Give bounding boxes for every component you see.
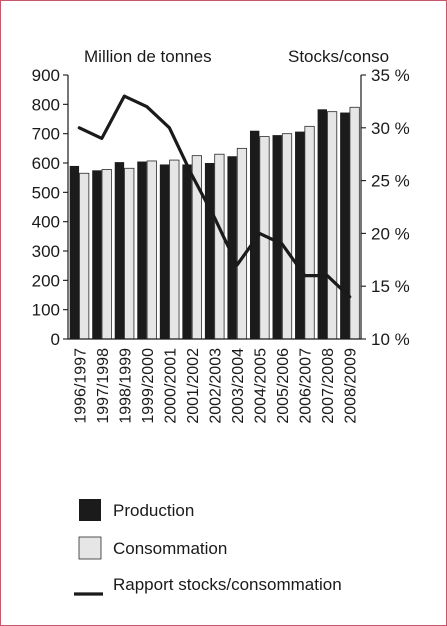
- right-tick-label: 15 %: [371, 277, 410, 296]
- bar-consommation: [101, 169, 112, 340]
- x-axis: 1996/1997 1997/1998 1998/1999 1999/2000 2000…: [68, 338, 361, 424]
- legend-swatch-consommation: [78, 536, 102, 560]
- x-tick-label: 2008/2009: [343, 348, 360, 424]
- bar-production: [159, 164, 170, 339]
- right-tick-label: 10 %: [371, 330, 410, 349]
- bar-production: [114, 162, 125, 339]
- legend-item-ratio: Rapport stocks/consommation: [74, 575, 342, 596]
- legend-item-production: Production: [79, 499, 194, 521]
- x-tick-label: 2003/2004: [230, 348, 247, 424]
- left-tick-label: 500: [32, 183, 60, 202]
- bar-production: [92, 170, 102, 339]
- x-tick-label: 1998/1999: [117, 348, 134, 424]
- bar-production: [137, 161, 147, 339]
- bar-consommation: [236, 147, 248, 340]
- left-axis: 0 100 200 300 400 500 600 700 800 900: [32, 66, 69, 349]
- bar-consommation: [169, 159, 180, 340]
- left-tick-label: 900: [32, 66, 60, 85]
- left-tick-label: 400: [32, 213, 60, 232]
- x-tick-label: 1997/1998: [95, 348, 112, 424]
- bar-consommation: [124, 167, 135, 340]
- bar-consommation: [304, 125, 315, 340]
- left-tick-label: 100: [32, 301, 60, 320]
- x-tick-label: 2005/2006: [275, 348, 292, 424]
- bar-consommation: [281, 133, 293, 340]
- bar-production: [69, 165, 80, 339]
- left-tick-label: 300: [32, 242, 60, 261]
- bar-consommation: [214, 153, 225, 340]
- x-tick-label: 2007/2008: [320, 348, 337, 424]
- x-tick-label: 2000/2001: [162, 348, 179, 424]
- left-tick-label: 600: [32, 154, 60, 173]
- ratio-line-layer: [77, 94, 352, 299]
- bar-production: [272, 135, 282, 339]
- bar-consommation: [79, 172, 90, 340]
- legend-swatch-production: [79, 499, 101, 521]
- x-tick-label: 1996/1997: [72, 348, 89, 424]
- bar-production: [317, 109, 327, 339]
- right-axis-label: Stocks/conso: [288, 47, 389, 66]
- bar-consommation: [326, 111, 338, 340]
- bar-production: [295, 131, 305, 339]
- bar-production: [340, 112, 350, 340]
- right-tick-label: 25 %: [371, 172, 410, 191]
- left-tick-label: 700: [32, 125, 60, 144]
- left-axis-label: Million de tonnes: [84, 47, 212, 66]
- left-tick-label: 200: [32, 271, 60, 290]
- left-tick-label: 0: [51, 330, 60, 349]
- x-tick-label: 2004/2005: [253, 348, 270, 424]
- right-axis: 10 % 15 % 20 % 25 % 30 % 35 %: [360, 66, 410, 349]
- legend-label-consommation: Consommation: [113, 539, 227, 558]
- legend-label-ratio: Rapport stocks/consommation: [113, 575, 342, 594]
- bars: [69, 106, 360, 340]
- x-tick-label: 2001/2002: [185, 348, 202, 424]
- bar-production: [182, 164, 192, 339]
- x-tick-label: 1999/2000: [140, 348, 157, 424]
- bar-production: [227, 156, 237, 339]
- right-tick-label: 35 %: [371, 66, 410, 85]
- legend-item-consommation: Consommation: [78, 536, 227, 560]
- bar-production: [249, 130, 260, 339]
- bar-production: [204, 163, 215, 339]
- right-tick-label: 30 %: [371, 119, 410, 138]
- legend: Production Consommation Rapport stocks/c…: [74, 499, 342, 596]
- bar-consommation: [146, 160, 157, 340]
- x-tick-label: 2006/2007: [298, 348, 315, 424]
- ratio-line: [77, 94, 352, 299]
- left-tick-label: 800: [32, 95, 60, 114]
- x-tick-label: 2002/2003: [208, 348, 225, 424]
- right-tick-label: 20 %: [371, 224, 410, 243]
- bar-consommation: [349, 106, 360, 340]
- legend-label-production: Production: [113, 501, 194, 520]
